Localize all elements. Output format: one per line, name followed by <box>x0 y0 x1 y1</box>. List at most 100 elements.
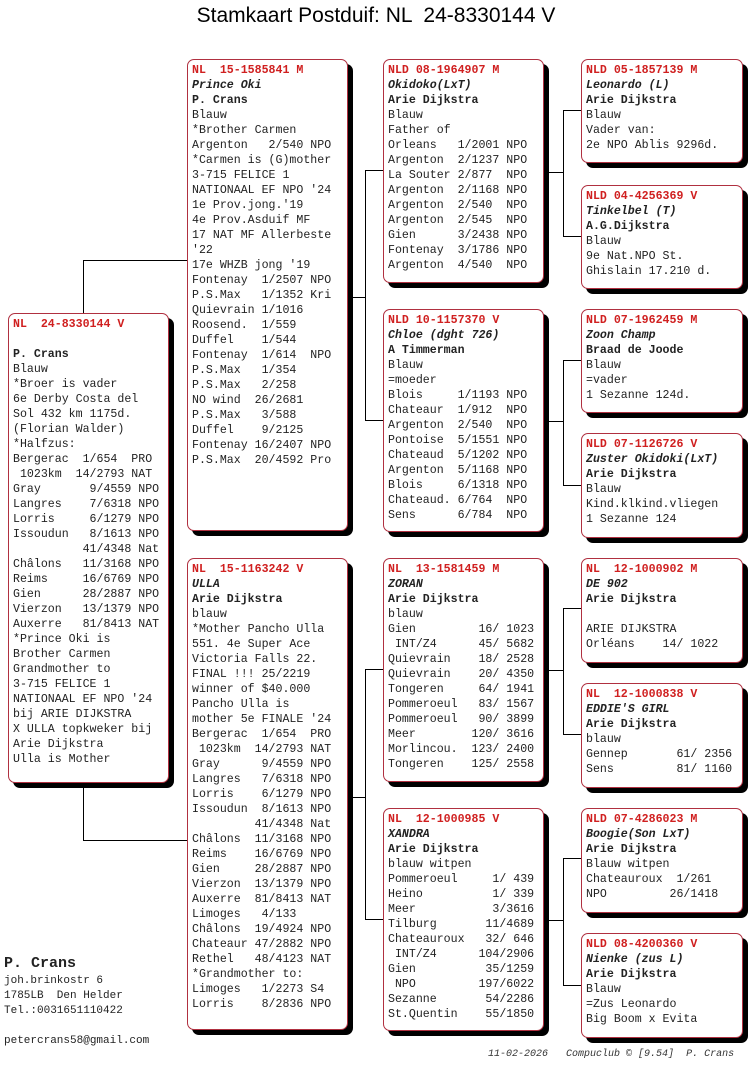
note-line: Auxerre 81/8413 NAT <box>13 618 160 631</box>
note-line: P.S.Max 3/588 <box>192 409 297 422</box>
note-line: Blois 1/1193 NPO <box>388 389 528 402</box>
footer-date: 11-02-2026 <box>488 1049 549 1060</box>
note-line: Quievrain 18/ 2528 <box>388 653 535 666</box>
note-line: Pommeroeul 83/ 1567 <box>388 698 535 711</box>
note-line: *Mother Pancho Ulla <box>192 623 325 636</box>
note-line: Gien 3/2438 NPO <box>388 229 528 242</box>
note-line: Argenton 2/545 NPO <box>388 214 528 227</box>
bird-card-dam: NL 15-1163242 V ULLA Arie Dijkstra blauw *Mo… <box>187 558 348 1030</box>
note-line: *Carmen is (G)mother <box>192 154 332 167</box>
note-line: 3-715 FELICE 1 <box>192 169 290 182</box>
note-line: Meer 3/3616 <box>388 903 535 916</box>
note-line: *Prince Oki is <box>13 633 111 646</box>
connector-line <box>365 420 383 421</box>
bird-card-sd-dam: NLD 07-1126726 V Zuster Okidoki(LxT) Arie … <box>581 433 743 538</box>
owner-name: Braad de Joode <box>586 344 684 357</box>
owner-name: Arie Dijkstra <box>388 593 479 606</box>
note-line: Pommeroeul 90/ 3899 <box>388 713 535 726</box>
note-line: P.S.Max 20/4592 Pro <box>192 454 332 467</box>
note-line: Limoges 1/2273 S4 <box>192 983 325 996</box>
owner-name: Arie Dijkstra <box>586 843 677 856</box>
note-line: *Broer is vader <box>13 378 118 391</box>
note-line: 17e WHZB jong '19 <box>192 259 311 272</box>
bird-name: ULLA <box>192 578 220 591</box>
note-line: =Zus Leonardo <box>586 998 677 1011</box>
bird-name: Prince Oki <box>192 79 262 92</box>
bird-name: Boogie(Son LxT) <box>586 828 691 841</box>
owner-name: Arie Dijkstra <box>192 593 283 606</box>
note-line: 2e NPO Ablis 9296d. <box>586 139 719 152</box>
note-line: bij ARIE DIJKSTRA <box>13 708 132 721</box>
connector-line <box>348 297 365 298</box>
note-line: Argenton 4/540 NPO <box>388 259 528 272</box>
note-line: Orléans 14/ 1022 <box>586 638 719 651</box>
note-line: Blois 6/1318 NPO <box>388 479 528 492</box>
bird-name: Tinkelbel (T) <box>586 205 677 218</box>
note-line: INT/Z4 45/ 5682 <box>388 638 535 651</box>
note-line: Châlons 11/3168 NPO <box>13 558 160 571</box>
connector-line <box>563 360 581 361</box>
note-line: Fontenay 16/2407 NPO <box>192 439 332 452</box>
note-line: 1 Sezanne 124 <box>586 513 677 526</box>
note-line: Gennep 61/ 2356 <box>586 748 733 761</box>
breeder-city: 1785LB Den Helder <box>4 990 123 1002</box>
ring-number: NLD 10-1157370 V <box>388 314 500 327</box>
note-line: Morlincou. 123/ 2400 <box>388 743 535 756</box>
owner-name: Arie Dijkstra <box>586 468 677 481</box>
note-line: Sens 6/784 NPO <box>388 509 528 522</box>
owner-name: Arie Dijkstra <box>586 968 677 981</box>
note-line: Gien 28/2887 NPO <box>13 588 160 601</box>
note-line: Vierzon 13/1379 NPO <box>192 878 332 891</box>
owner-name: Arie Dijkstra <box>586 593 677 606</box>
note-line: FINAL !!! 25/2219 <box>192 668 311 681</box>
note-line: Heino 1/ 339 <box>388 888 535 901</box>
ring-number: NLD 08-1964907 M <box>388 64 500 77</box>
breeder-street: joh.brinkostr 6 <box>4 975 104 987</box>
note-line: La Souter 2/877 NPO <box>388 169 528 182</box>
note-line: Argenton 2/540 NPO <box>192 139 332 152</box>
note-line: Blauw <box>586 109 621 122</box>
connector-line <box>348 797 365 798</box>
note-line: Blauw <box>13 363 48 376</box>
note-line: Blauw <box>586 483 621 496</box>
connector-line <box>563 236 581 237</box>
note-line: 9e Nat.NPO St. <box>586 250 684 263</box>
note-line: *Halfzus: <box>13 438 76 451</box>
note-line: Vader van: <box>586 124 656 137</box>
note-line: Tilburg 11/4689 <box>388 918 535 931</box>
note-line: INT/Z4 104/2906 <box>388 948 535 961</box>
note-line: *Grandmother to: <box>192 968 304 981</box>
note-line: Blauw <box>388 109 423 122</box>
breeder-email[interactable]: petercrans58@gmail.com <box>4 1035 150 1047</box>
connector-line <box>544 920 563 921</box>
owner-name: Arie Dijkstra <box>388 94 479 107</box>
bird-name: Nienke (zus L) <box>586 953 684 966</box>
note-line: Father of <box>388 124 451 137</box>
connector-line <box>83 260 84 313</box>
note-line: 1e Prov.jong.'19 <box>192 199 304 212</box>
ring-number: NLD 08-4200360 V <box>586 938 698 951</box>
note-line: Sezanne 54/2286 <box>388 993 535 1006</box>
bird-name: EDDIE'S GIRL <box>586 703 670 716</box>
note-line: Roosend. 1/559 <box>192 319 297 332</box>
ring-number: NL 15-1163242 V <box>192 563 304 576</box>
note-line: Chateaud. 6/764 NPO <box>388 494 528 507</box>
note-line: Argenton 2/540 NPO <box>388 199 528 212</box>
note-line: Fontenay 1/614 NPO <box>192 349 332 362</box>
note-line: Fontenay 1/2507 NPO <box>192 274 332 287</box>
note-line: blauw <box>388 608 423 621</box>
note-line: Chateaur 1/912 NPO <box>388 404 528 417</box>
connector-line <box>83 260 187 261</box>
note-line: mother 5e FINALE '24 <box>192 713 332 726</box>
note-line: (Florian Walder) <box>13 423 125 436</box>
page-title: Stamkaart Postduif: NL 24-8330144 V <box>196 4 556 27</box>
connector-line <box>563 858 564 985</box>
note-line: Auxerre 81/8413 NAT <box>192 893 332 906</box>
note-line: Issoudun 8/1613 NPO <box>192 803 332 816</box>
note-line: '22 <box>192 244 213 257</box>
note-line: 17 NAT MF Allerbeste <box>192 229 332 242</box>
note-line: Lorris 8/2836 NPO <box>192 998 332 1011</box>
bird-card-ss-sire: NLD 05-1857139 M Leonardo (L) Arie Dijkstr… <box>581 59 743 163</box>
ring-number: NLD 05-1857139 M <box>586 64 698 77</box>
